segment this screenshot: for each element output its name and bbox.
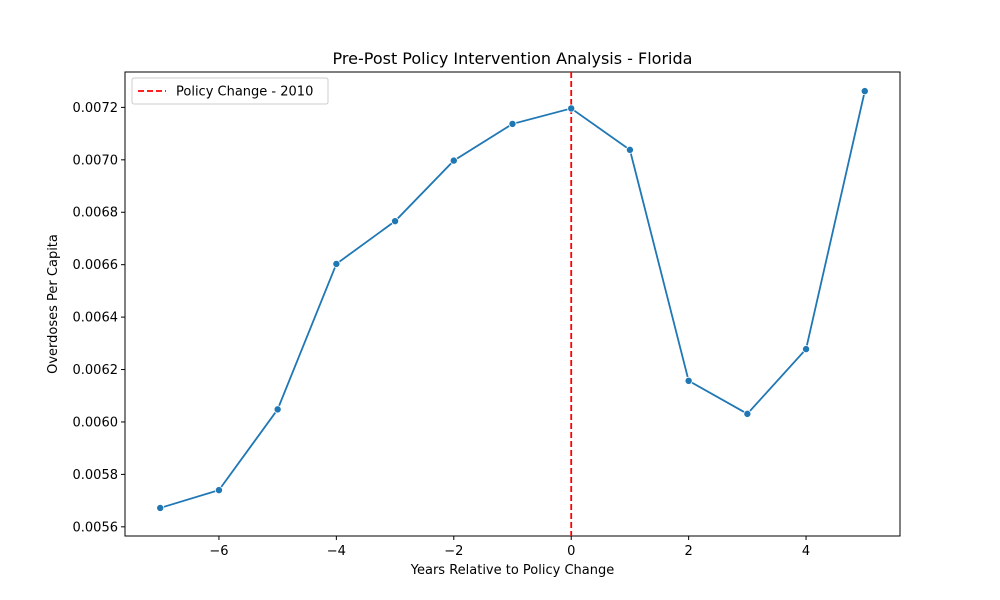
x-tick-label: 2 [684, 544, 692, 559]
x-tick-label: −6 [209, 544, 228, 559]
y-tick-label: 0.0070 [73, 153, 119, 168]
y-tick-label: 0.0066 [73, 258, 119, 273]
y-tick-label: 0.0058 [73, 468, 119, 483]
data-point [684, 376, 693, 385]
x-tick-label: −4 [327, 544, 346, 559]
data-point [625, 145, 634, 154]
y-tick-label: 0.0064 [73, 311, 119, 326]
x-axis-label: Years Relative to Policy Change [410, 563, 614, 578]
data-point [508, 119, 517, 128]
y-tick-label: 0.0062 [73, 363, 119, 378]
y-tick-label: 0.0072 [73, 101, 119, 116]
legend-box [131, 77, 329, 105]
data-point [391, 217, 400, 226]
data-point [332, 259, 341, 268]
data-point [449, 156, 458, 165]
data-point [743, 409, 752, 418]
series-line [159, 90, 866, 509]
y-axis-label: Overdoses Per Capita [46, 234, 61, 374]
x-tick-label: 4 [802, 544, 810, 559]
legend: Policy Change - 2010 [131, 77, 329, 105]
data-point [860, 87, 869, 96]
x-tick-label: −2 [444, 544, 463, 559]
y-axis: 0.0056 0.0058 0.0060 0.0062 0.0064 0.0066 0.00… [73, 101, 125, 535]
data-point [802, 345, 811, 354]
data-point [567, 104, 576, 113]
data-point [273, 405, 282, 414]
legend-entry: Policy Change - 2010 [176, 85, 313, 100]
x-axis: −6 −4 −2 0 2 4 [209, 536, 810, 559]
y-tick-label: 0.0060 [73, 415, 119, 430]
chart-title: Pre-Post Policy Intervention Analysis - … [333, 49, 693, 68]
x-tick-label: 0 [567, 544, 575, 559]
plot-area [124, 71, 901, 537]
data-point [156, 503, 165, 512]
y-tick-label: 0.0056 [73, 520, 119, 535]
y-tick-label: 0.0068 [73, 206, 119, 221]
series-markers [156, 87, 869, 512]
data-point [214, 486, 223, 495]
